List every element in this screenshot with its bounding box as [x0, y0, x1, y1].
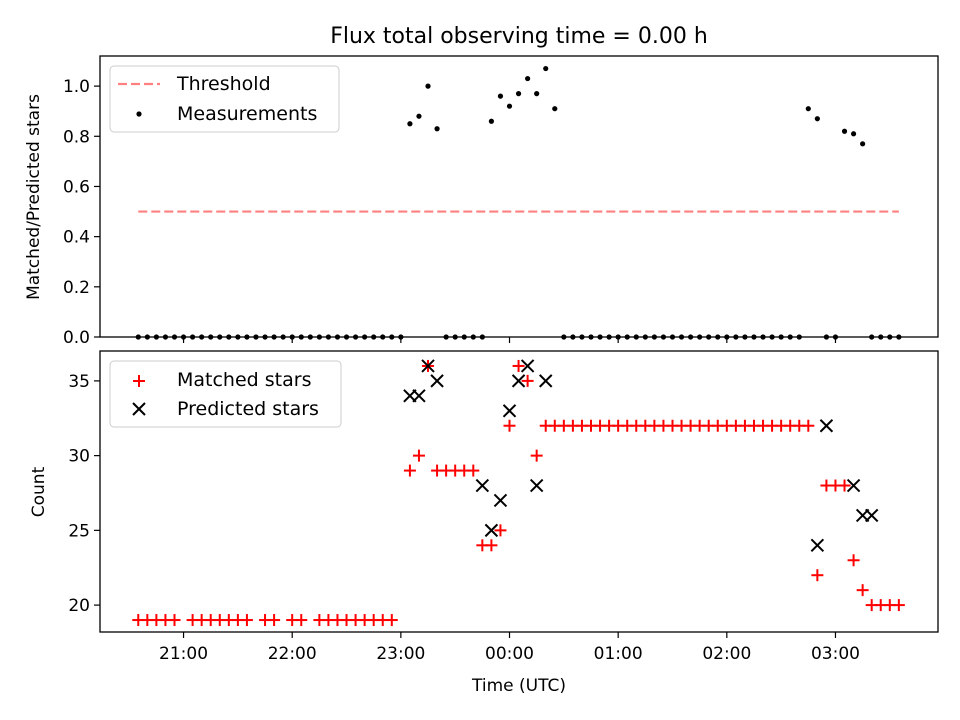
top-y-tick-label: 1.0 [63, 77, 90, 97]
measurements-legend-label: Measurements [177, 103, 317, 125]
matched-star-point [467, 464, 480, 477]
top-y-tick-label: 0.0 [63, 328, 90, 348]
predicted-star-point [511, 374, 526, 388]
measurement-point [425, 83, 431, 89]
matched-star-point [385, 614, 398, 627]
measurement-point [860, 141, 866, 147]
matched-star-point [268, 614, 281, 627]
predicted-star-point [846, 478, 861, 493]
matched-star-point [802, 419, 815, 432]
top-y-ticks: 0.0 0.2 0.4 0.6 0.8 1.0 [63, 77, 100, 348]
predicted-legend-marker [132, 402, 146, 416]
measurements-legend-marker [136, 111, 142, 117]
measurement-point [552, 106, 558, 112]
matched-star-point [811, 569, 824, 582]
measurement-point [488, 118, 494, 124]
matched-star-point [240, 614, 253, 627]
bottom-y-tick-label: 35 [68, 372, 90, 392]
matched-star-points [132, 359, 905, 627]
measurement-point [534, 91, 540, 97]
bottom-plot-frame [99, 350, 939, 633]
top-y-tick-label: 0.6 [63, 177, 90, 197]
threshold-legend-label: Threshold [176, 73, 271, 95]
predicted-star-point [412, 389, 426, 403]
bottom-x-axis-label: Time (UTC) [471, 676, 566, 696]
measurement-point [850, 131, 857, 137]
predicted-star-points [403, 359, 879, 553]
matched-star-point [530, 449, 543, 462]
chart-title: Flux total observing time = 0.00 h [330, 24, 708, 49]
measurement-point [497, 93, 504, 99]
measurement-point [506, 103, 513, 109]
predicted-star-point [475, 478, 490, 493]
bottom-x-ticks: 21:00 22:00 23:00 00:00 01:00 02:00 03:00 [159, 632, 860, 664]
bottom-x-tick-label: 21:00 [159, 644, 208, 664]
bottom-x-tick-label: 02:00 [702, 644, 751, 664]
matched-star-point [485, 539, 498, 552]
bottom-x-tick-label: 22:00 [268, 644, 317, 664]
predicted-star-point [819, 419, 834, 433]
bottom-x-tick-label: 03:00 [811, 644, 860, 664]
predicted-star-point [529, 478, 544, 493]
bottom-y-ticks: 20 25 30 35 [68, 372, 100, 616]
measurement-point [515, 91, 522, 97]
predicted-star-point [430, 374, 444, 388]
measurement-point [543, 65, 549, 72]
predicted-star-point [810, 538, 825, 553]
top-plot-frame [99, 55, 939, 338]
top-y-tick-label: 0.8 [63, 127, 90, 147]
predicted-star-point [502, 404, 517, 418]
bottom-legend-box [109, 360, 342, 428]
matched-star-point [892, 599, 905, 612]
bottom-panel: 20 25 30 35 21:00 22:00 23:00 00:00 01:00 02:00 0… [29, 350, 939, 696]
matched-legend-marker [133, 375, 145, 387]
measurement-point [434, 126, 440, 132]
matched-star-point [521, 374, 534, 387]
bottom-y-tick-label: 25 [68, 521, 90, 541]
bottom-x-tick-label: 01:00 [594, 644, 643, 664]
matched-star-point [412, 449, 425, 462]
bottom-legend: Matched stars Predicted stars [109, 360, 342, 428]
predicted-star-point [539, 374, 553, 388]
top-panel: 0.0 0.2 0.4 0.6 0.8 1.0 Matched/Predicted sta… [24, 55, 939, 348]
matched-star-point [512, 359, 525, 372]
matched-star-point [168, 614, 181, 627]
measurement-point [416, 113, 422, 119]
matched-star-point [838, 479, 851, 492]
measurement-point [841, 128, 848, 134]
measurement-point [814, 116, 820, 122]
top-y-tick-label: 0.2 [63, 278, 90, 298]
matched-star-point [295, 614, 308, 627]
top-y-tick-label: 0.4 [63, 228, 90, 248]
predicted-star-point [484, 523, 499, 538]
bottom-x-tick-label: 23:00 [376, 644, 425, 664]
predicted-star-point [493, 493, 508, 508]
predicted-legend-label: Predicted stars [177, 398, 319, 420]
measurement-point [805, 106, 811, 112]
bottom-y-tick-label: 20 [68, 596, 90, 616]
matched-legend-label: Matched stars [177, 369, 311, 391]
matched-star-point [403, 464, 416, 477]
top-legend: Threshold Measurements [109, 65, 340, 133]
bottom-y-tick-label: 30 [68, 447, 90, 467]
predicted-star-point [421, 359, 435, 373]
bottom-x-tick-label: 00:00 [485, 644, 534, 664]
matched-star-point [856, 584, 869, 597]
top-legend-box [109, 65, 340, 133]
measurement-point [525, 75, 531, 82]
top-y-axis-label: Matched/Predicted stars [24, 94, 44, 300]
predicted-star-point [864, 508, 879, 523]
bottom-y-axis-label: Count [29, 466, 49, 517]
matched-star-point [494, 524, 507, 537]
predicted-star-point [520, 359, 535, 373]
measurement-point [407, 121, 413, 127]
matched-star-point [847, 554, 860, 567]
matched-star-point [503, 419, 516, 432]
